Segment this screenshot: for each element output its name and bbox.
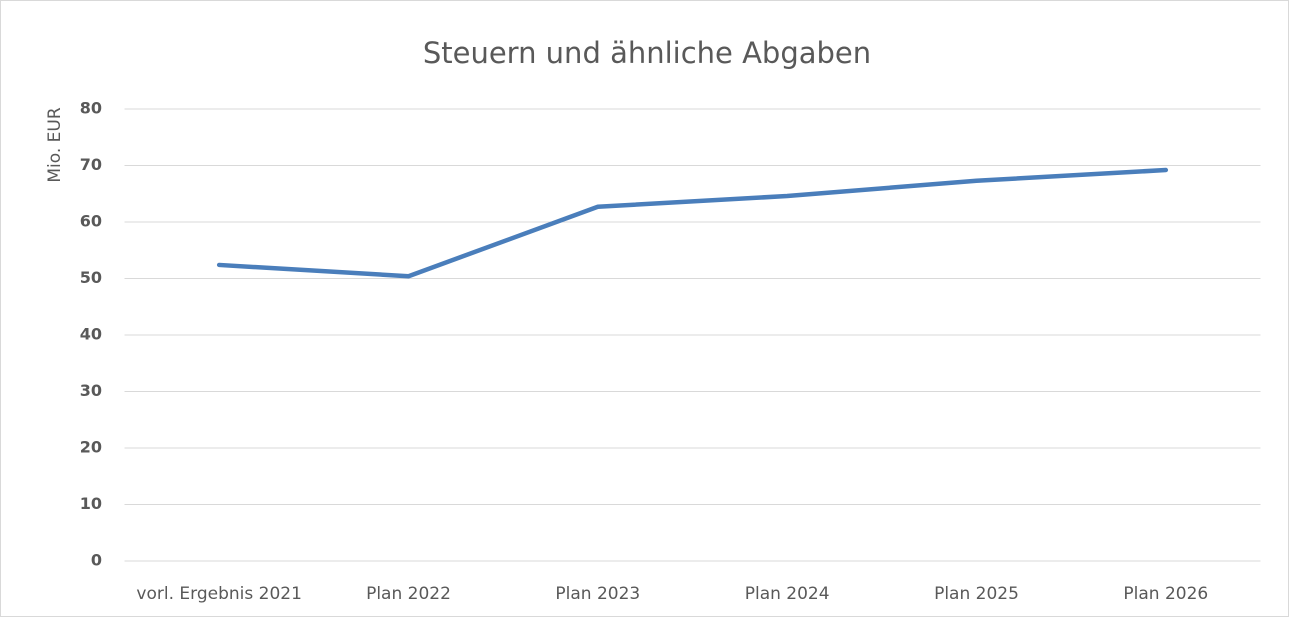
x-tick-label: vorl. Ergebnis 2021 [136,584,301,604]
x-tick-label: Plan 2026 [1123,584,1208,604]
y-tick-label: 0 [91,551,102,570]
y-tick-label: 60 [80,212,102,231]
x-tick-label: Plan 2024 [745,584,830,604]
y-tick-label: 10 [80,494,102,513]
y-tick-label: 80 [80,99,102,118]
x-tick-label: Plan 2022 [366,584,451,604]
y-tick-label: 30 [80,381,102,400]
y-tick-label: 20 [80,438,102,457]
x-tick-label: Plan 2023 [555,584,640,604]
y-tick-label: 70 [80,155,102,174]
x-tick-label: Plan 2025 [934,584,1019,604]
y-tick-label: 50 [80,268,102,287]
y-tick-label: 40 [80,325,102,344]
line-series [216,167,1169,279]
chart-title: Steuern und ähnliche Abgaben [423,36,871,70]
y-axis-label: Mio. EUR [45,107,65,182]
